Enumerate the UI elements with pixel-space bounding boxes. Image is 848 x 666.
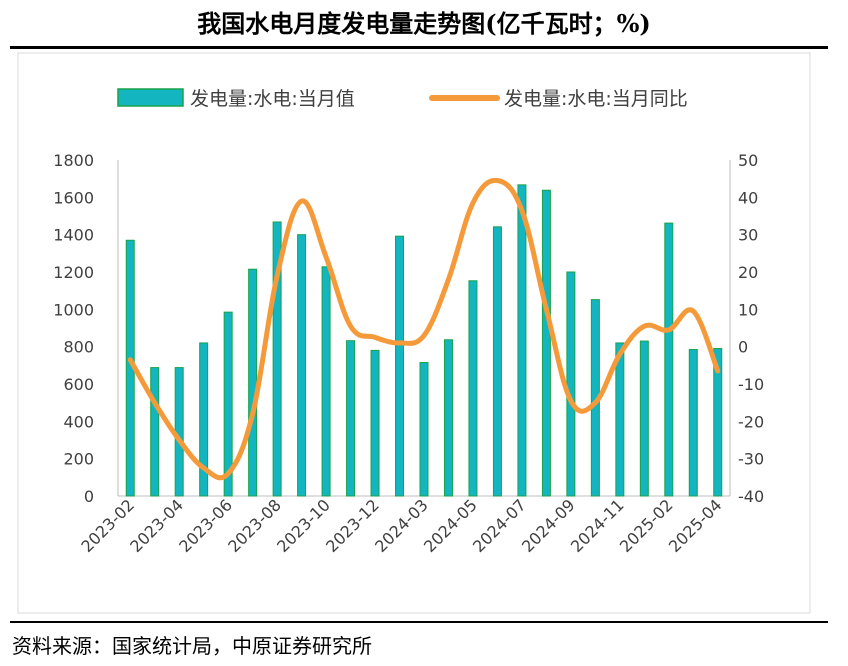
source-note: 资料来源：国家统计局，中原证券研究所 (12, 634, 372, 658)
bar (199, 342, 209, 497)
bar (492, 226, 502, 497)
y-left-tick-label: 1800 (53, 151, 94, 170)
y-left-tick-label: 600 (63, 375, 94, 394)
bar (615, 342, 625, 497)
legend-bar-label: 发电量:水电:当月值 (190, 88, 355, 110)
legend: 发电量:水电:当月值 发电量:水电:当月同比 (117, 88, 688, 110)
footer-rule (10, 621, 828, 623)
legend-line-label: 发电量:水电:当月同比 (504, 88, 688, 110)
bar (346, 340, 356, 497)
bar (541, 189, 551, 497)
y-left-tick-label: 800 (63, 338, 94, 357)
legend-bar-swatch (117, 88, 184, 107)
bar (517, 184, 527, 497)
bar (174, 367, 184, 497)
y-right-tick-label: 10 (738, 300, 758, 319)
bar (566, 271, 576, 497)
bar (272, 221, 282, 497)
y-right-tick-label: 40 (738, 188, 758, 207)
bar (248, 268, 258, 497)
y-left-tick-label: 1000 (53, 300, 94, 319)
bar (223, 311, 233, 497)
y-right-tick-label: 20 (738, 263, 758, 282)
bar (688, 348, 698, 497)
bar (713, 348, 723, 497)
bar (370, 349, 380, 497)
y-left-tick-label: 1200 (53, 263, 94, 282)
yoy-line (127, 177, 721, 481)
line-series (127, 177, 721, 481)
bar (150, 367, 160, 497)
bar (443, 339, 453, 497)
bar-series (125, 184, 723, 497)
bar (419, 362, 429, 497)
bar (639, 340, 649, 497)
y-left-tick-label: 1600 (53, 188, 94, 207)
y-right-tick-label: -20 (738, 412, 764, 431)
y-right-tick-label: -30 (738, 450, 764, 469)
y-left-tick-label: 200 (63, 450, 94, 469)
y-right-tick-label: 50 (738, 151, 758, 170)
y-right-tick-label: -40 (738, 487, 764, 506)
bar (297, 234, 307, 497)
bar (468, 280, 478, 497)
chart-title: 我国水电月度发电量走势图(亿千瓦时；%) (197, 9, 651, 38)
y-left-tick-label: 0 (84, 487, 94, 506)
bar (664, 222, 674, 497)
y-left-tick-label: 1400 (53, 226, 94, 245)
bar (395, 235, 405, 497)
y-right-tick-label: -10 (738, 375, 764, 394)
title-rule (10, 46, 828, 49)
y-left-tick-label: 400 (63, 412, 94, 431)
y-right-tick-label: 0 (738, 338, 748, 357)
bar (321, 266, 331, 497)
plot-frame (17, 52, 811, 614)
y-right-tick-label: 30 (738, 226, 758, 245)
chart-area: 发电量:水电:当月值 发电量:水电:当月同比 02004006008001000… (17, 52, 811, 614)
